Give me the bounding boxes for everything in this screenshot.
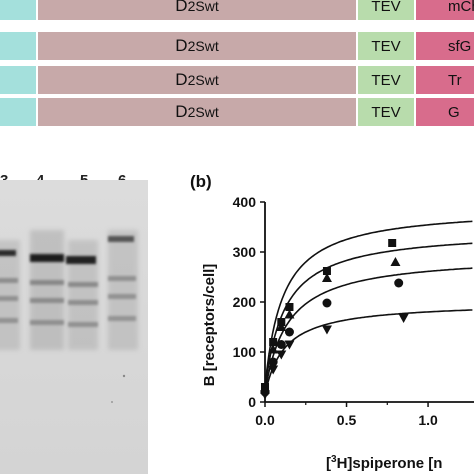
gel-svg bbox=[0, 180, 148, 474]
d2-label-main: D bbox=[175, 102, 188, 121]
data-point bbox=[276, 340, 286, 349]
data-point bbox=[321, 325, 332, 335]
d2-segment: D 2Swt bbox=[38, 98, 356, 126]
data-point bbox=[322, 267, 331, 275]
d2-label-sub: 2Swt bbox=[187, 38, 219, 54]
y-tick-label: 300 bbox=[233, 244, 257, 260]
fit-curve bbox=[264, 309, 473, 395]
tev-segment: TEV bbox=[358, 98, 414, 126]
chart-axes: 0 100 200 300 400 0.0 0.5 1.0 bbox=[233, 194, 474, 428]
construct-row: D 2Swt TEV Tr bbox=[0, 66, 474, 94]
western-blot-image bbox=[0, 180, 148, 474]
d2-segment: D 2Swt bbox=[38, 32, 356, 60]
y-tick-label: 200 bbox=[233, 294, 257, 310]
fp-segment: G bbox=[416, 98, 474, 126]
x-tick-label: 0.0 bbox=[255, 412, 275, 428]
d2-segment: D 2Swt bbox=[38, 66, 356, 94]
fit-curve bbox=[264, 242, 473, 390]
data-point bbox=[284, 309, 295, 319]
cyan-segment bbox=[0, 66, 36, 94]
x-axis-label-pre: [ bbox=[326, 455, 331, 472]
x-axis-label-main: H]spiperone [n bbox=[337, 455, 443, 472]
d2-label-main: D bbox=[175, 36, 188, 55]
data-point bbox=[284, 340, 295, 350]
cyan-segment bbox=[0, 32, 36, 60]
fp-segment: mCh bbox=[416, 0, 474, 20]
gel-speck bbox=[111, 401, 113, 403]
d2-label-sub: 2Swt bbox=[187, 104, 219, 120]
cyan-segment bbox=[0, 0, 36, 20]
construct-row: D 2Swt TEV sfG bbox=[0, 32, 474, 60]
cyan-segment bbox=[0, 98, 36, 126]
gel-minor-bands bbox=[0, 276, 136, 327]
data-point bbox=[390, 257, 401, 266]
x-axis-label-sup: 3 bbox=[331, 454, 337, 465]
x-axis-label: [3H]spiperone [n bbox=[326, 454, 442, 472]
data-point bbox=[268, 344, 279, 354]
tev-segment: TEV bbox=[358, 66, 414, 94]
data-point bbox=[284, 327, 294, 337]
fp-segment: Tr bbox=[416, 66, 474, 94]
fit-curve bbox=[264, 220, 473, 388]
data-point bbox=[322, 298, 332, 308]
data-point bbox=[285, 303, 294, 311]
construct-row: D 2Swt TEV G bbox=[0, 98, 474, 126]
fit-curve bbox=[264, 267, 473, 393]
d2-label-main: D bbox=[175, 0, 188, 15]
panel-label-b: (b) bbox=[190, 172, 212, 191]
data-point bbox=[260, 390, 270, 400]
data-point bbox=[398, 314, 409, 323]
x-tick-label: 0.5 bbox=[337, 412, 357, 428]
data-point bbox=[268, 357, 278, 367]
data-point bbox=[276, 350, 287, 360]
d2-label-sub: 2Swt bbox=[187, 72, 219, 88]
d2-label-main: D bbox=[175, 70, 188, 89]
data-point bbox=[276, 322, 287, 331]
tev-segment: TEV bbox=[358, 32, 414, 60]
x-tick-label: 1.0 bbox=[418, 412, 438, 428]
data-point bbox=[269, 338, 278, 346]
y-axis-label: B [receptors/cell] bbox=[201, 264, 218, 387]
data-point bbox=[394, 278, 404, 288]
d2-segment: D 2Swt bbox=[38, 0, 356, 20]
y-tick-label: 100 bbox=[233, 344, 257, 360]
d2-label-sub: 2Swt bbox=[187, 0, 219, 14]
tev-segment: TEV bbox=[358, 0, 414, 20]
gel-main-bands bbox=[0, 236, 134, 264]
y-tick-label: 0 bbox=[248, 394, 256, 410]
data-point bbox=[321, 273, 332, 282]
data-point bbox=[388, 239, 397, 247]
gel-speck bbox=[122, 374, 126, 378]
fp-segment: sfG bbox=[416, 32, 474, 60]
data-point bbox=[268, 365, 279, 375]
chart-points bbox=[260, 239, 409, 400]
y-tick-label: 400 bbox=[233, 194, 257, 210]
chart-curves bbox=[264, 220, 473, 395]
